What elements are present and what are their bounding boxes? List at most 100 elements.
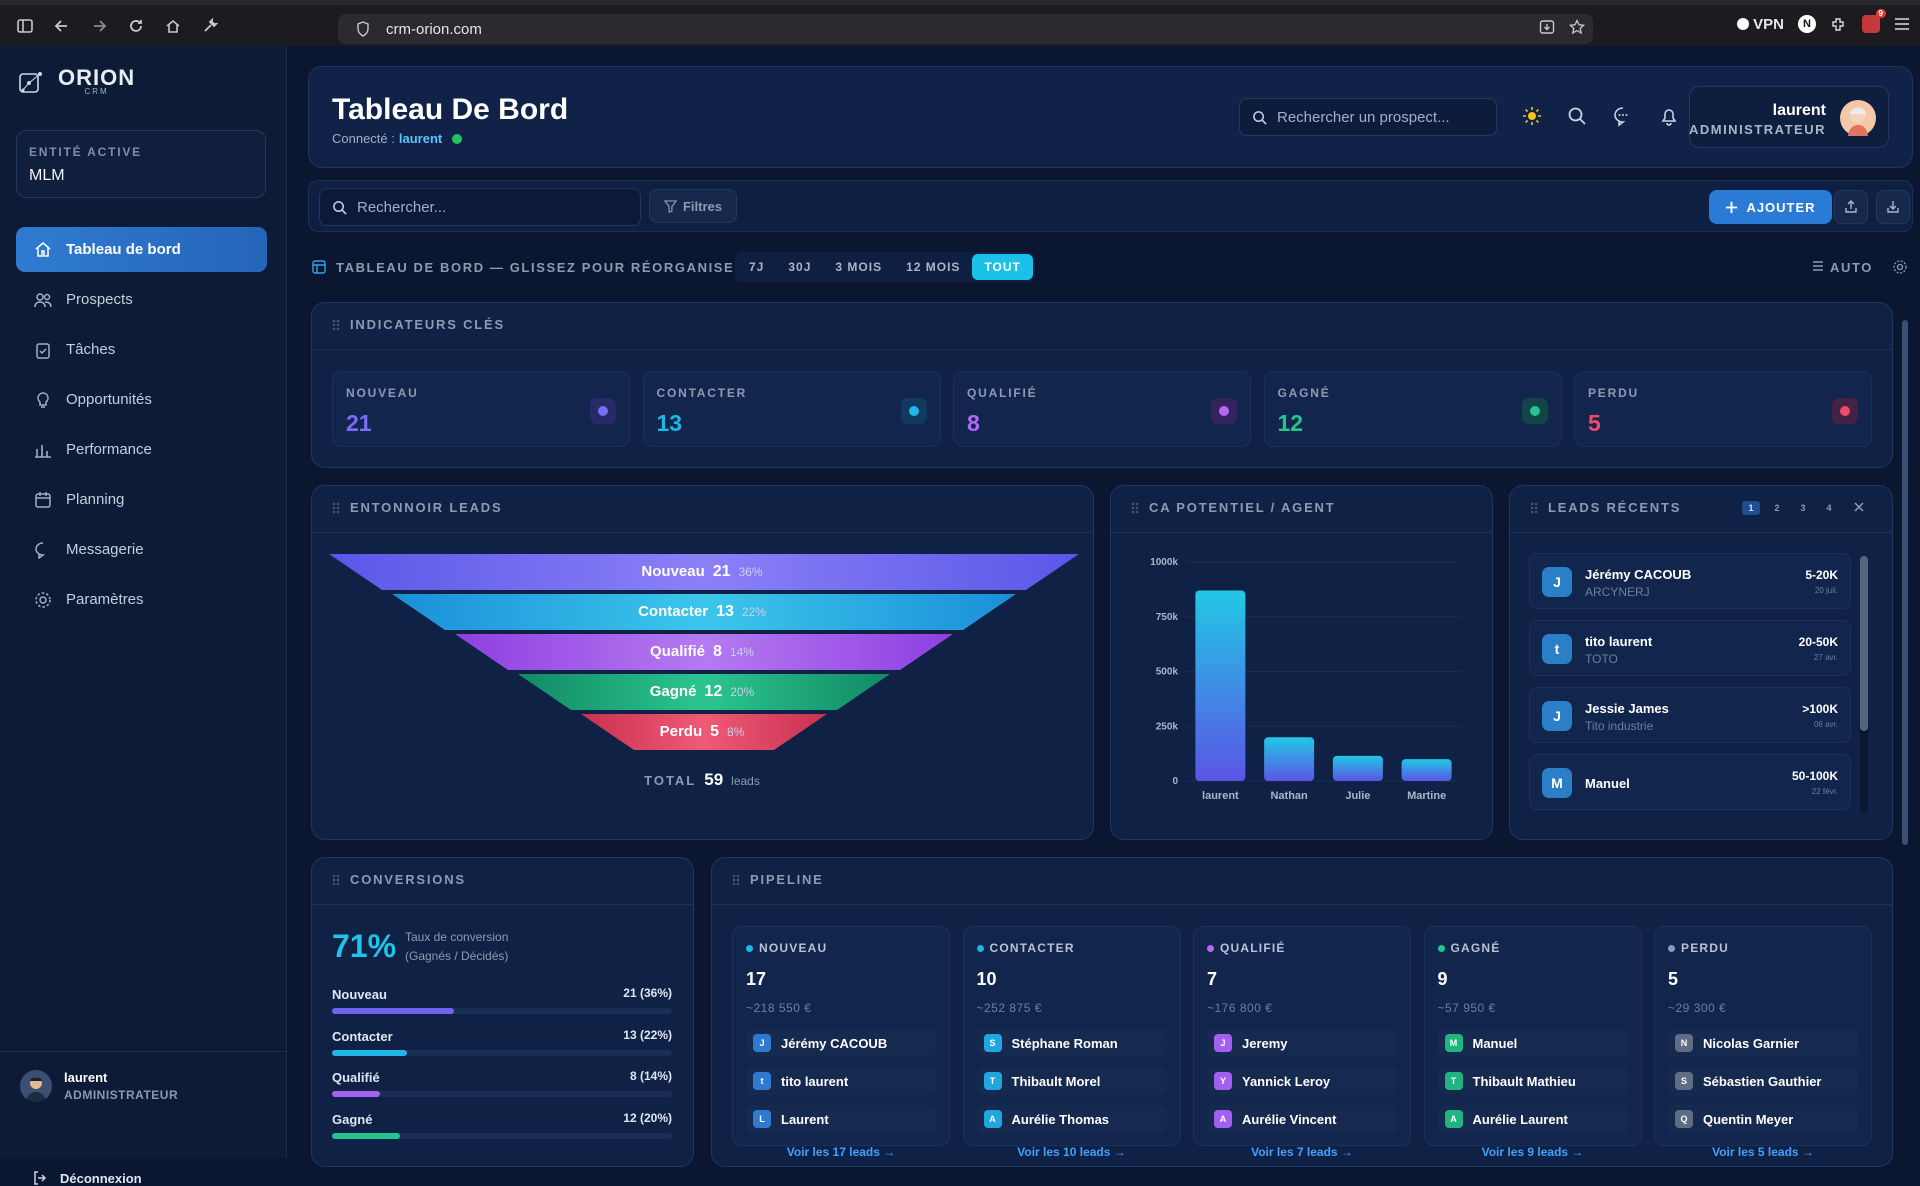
- back-icon[interactable]: [50, 14, 74, 38]
- export-button[interactable]: [1834, 190, 1868, 224]
- sidebar-toggle-icon[interactable]: [13, 14, 37, 38]
- search-input[interactable]: Rechercher...: [319, 188, 641, 226]
- sidebar-item-performance[interactable]: Performance: [16, 427, 267, 472]
- period-tab-7j[interactable]: 7J: [749, 260, 765, 274]
- vpn-badge[interactable]: VPN: [1737, 16, 1784, 33]
- download-button[interactable]: [1876, 190, 1910, 224]
- pipeline-lead-item[interactable]: S Sébastien Gauthier: [1668, 1067, 1858, 1095]
- funnel-stage-contacter[interactable]: [392, 594, 1016, 630]
- pipeline-lead-item[interactable]: Y Yannick Leroy: [1207, 1067, 1397, 1095]
- pipeline-lead-item[interactable]: S Stéphane Roman: [976, 1029, 1167, 1057]
- see-all-leads-link[interactable]: Voir les 17 leads →: [786, 1145, 896, 1159]
- forward-icon[interactable]: [87, 14, 111, 38]
- funnel-stage-perdu[interactable]: [581, 714, 827, 750]
- pipeline-lead-item[interactable]: A Aurélie Thomas: [976, 1105, 1167, 1133]
- wrench-icon[interactable]: [198, 14, 222, 38]
- period-tab-3-mois[interactable]: 3 MOIS: [835, 260, 883, 274]
- sidebar-item-messagerie[interactable]: Messagerie: [16, 527, 267, 572]
- address-bar[interactable]: crm-orion.com: [338, 14, 1593, 44]
- pipeline-lead-item[interactable]: t tito laurent: [746, 1067, 936, 1095]
- kpi-contacter[interactable]: CONTACTER 13: [642, 371, 941, 447]
- drag-handle-icon[interactable]: [1131, 501, 1139, 514]
- see-all-leads-link[interactable]: Voir les 7 leads →: [1251, 1145, 1353, 1159]
- pipeline-lead-item[interactable]: J Jeremy: [1207, 1029, 1397, 1057]
- see-all-leads-link[interactable]: Voir les 10 leads →: [1017, 1145, 1126, 1159]
- funnel-stage-qualifi[interactable]: [455, 634, 953, 670]
- search-icon[interactable]: [1566, 105, 1588, 127]
- bar-martine[interactable]: [1401, 759, 1452, 781]
- logout-button[interactable]: Déconnexion: [32, 1170, 142, 1186]
- lead-name: tito laurent: [1585, 634, 1653, 649]
- home-icon[interactable]: [161, 14, 185, 38]
- add-button[interactable]: AJOUTER: [1709, 190, 1832, 224]
- bell-icon[interactable]: [1658, 105, 1680, 127]
- period-tab-12-mois[interactable]: 12 MOIS: [906, 260, 961, 274]
- pipeline-lead-item[interactable]: J Jérémy CACOUB: [746, 1029, 936, 1057]
- pipeline-lead-item[interactable]: L Laurent: [746, 1105, 936, 1133]
- funnel-stage-gagn[interactable]: [518, 674, 890, 710]
- star-icon[interactable]: [1569, 19, 1585, 35]
- page-3-button[interactable]: 3: [1800, 503, 1806, 513]
- bar-nathan[interactable]: [1264, 737, 1315, 781]
- theme-toggle-icon[interactable]: [1521, 105, 1543, 127]
- reload-icon[interactable]: [124, 14, 148, 38]
- see-all-leads-link[interactable]: Voir les 5 leads →: [1712, 1145, 1814, 1159]
- page-1-button[interactable]: 1: [1742, 501, 1760, 515]
- kpi-perdu[interactable]: PERDU 5: [1574, 371, 1872, 447]
- drag-handle-icon[interactable]: [1530, 501, 1538, 514]
- page-scrollbar[interactable]: [1902, 320, 1908, 845]
- see-all-leads-link[interactable]: Voir les 9 leads →: [1481, 1145, 1584, 1159]
- lead-avatar: S: [1675, 1072, 1693, 1090]
- pipeline-lead-item[interactable]: Q Quentin Meyer: [1668, 1105, 1858, 1133]
- sidebar-item-param-tres[interactable]: Paramètres: [16, 577, 267, 622]
- drag-handle-icon[interactable]: [732, 873, 740, 886]
- page-4-button[interactable]: 4: [1826, 503, 1832, 513]
- bar-julie[interactable]: [1332, 755, 1383, 781]
- recent-lead-item[interactable]: t tito laurent TOTO 20-50K 27 avr.: [1529, 620, 1851, 676]
- sidebar-item-planning[interactable]: Planning: [16, 477, 267, 522]
- scrollbar-thumb[interactable]: [1860, 556, 1868, 731]
- auto-layout-button[interactable]: AUTO: [1812, 260, 1873, 275]
- prospect-search-input[interactable]: Rechercher un prospect...: [1239, 98, 1497, 136]
- period-tab-tout[interactable]: TOUT: [972, 254, 1033, 280]
- page-2-button[interactable]: 2: [1774, 503, 1780, 513]
- lead-date: 20 juil.: [1814, 586, 1838, 595]
- recent-lead-item[interactable]: J Jérémy CACOUB ARCYNERJ 5-20K 20 juil.: [1529, 553, 1851, 609]
- pipeline-lead-item[interactable]: N Nicolas Garnier: [1668, 1029, 1858, 1057]
- drag-handle-icon[interactable]: [332, 501, 340, 514]
- kpi-qualifi[interactable]: QUALIFIÉ 8: [953, 371, 1251, 447]
- install-icon[interactable]: [1539, 19, 1555, 35]
- menu-icon[interactable]: [1894, 17, 1910, 31]
- sidebar-item-opportunit-s[interactable]: Opportunités: [16, 377, 267, 422]
- kpi-card-header: INDICATEURS CLÉS: [332, 317, 505, 332]
- pipeline-lead-item[interactable]: M Manuel: [1437, 1029, 1628, 1057]
- drag-handle-icon[interactable]: [332, 873, 340, 886]
- sidebar-item-prospects[interactable]: Prospects: [16, 277, 267, 322]
- extensions-icon[interactable]: [1830, 15, 1848, 33]
- profile-icon[interactable]: N: [1798, 15, 1816, 33]
- sidebar-item-tableau-de-bord[interactable]: Tableau de bord: [16, 227, 267, 272]
- close-icon[interactable]: [1852, 500, 1866, 514]
- recent-lead-item[interactable]: M Manuel 50-100K 22 févr.: [1529, 754, 1851, 810]
- pipeline-lead-item[interactable]: A Aurélie Laurent: [1437, 1105, 1628, 1133]
- active-entity[interactable]: ENTITÉ ACTIVE MLM: [16, 130, 266, 198]
- kpi-gagn[interactable]: GAGNÉ 12: [1263, 371, 1562, 447]
- gear-icon[interactable]: [1892, 259, 1908, 275]
- bar-laurent[interactable]: [1195, 590, 1246, 781]
- pipeline-lead-item[interactable]: A Aurélie Vincent: [1207, 1105, 1397, 1133]
- recent-lead-item[interactable]: J Jessie James Tito industrie >100K 06 avr.: [1529, 687, 1851, 743]
- notification-extension-icon[interactable]: 9: [1862, 9, 1886, 33]
- chat-icon[interactable]: [1612, 105, 1634, 127]
- brand-logo[interactable]: ORION CRM: [18, 66, 135, 96]
- kpi-nouveau[interactable]: NOUVEAU 21: [332, 371, 630, 447]
- user-menu[interactable]: laurent ADMINISTRATEUR: [1689, 86, 1889, 148]
- filter-button[interactable]: Filtres: [649, 189, 737, 223]
- sidebar-user[interactable]: laurent ADMINISTRATEUR: [20, 1070, 178, 1102]
- scrollbar-track[interactable]: [1860, 556, 1868, 813]
- sidebar-item-t-ches[interactable]: Tâches: [16, 327, 267, 372]
- period-tab-30j[interactable]: 30J: [788, 260, 812, 274]
- pipeline-lead-item[interactable]: T Thibault Mathieu: [1437, 1067, 1628, 1095]
- pipeline-lead-item[interactable]: T Thibault Morel: [976, 1067, 1167, 1095]
- drag-handle-icon[interactable]: [332, 318, 340, 331]
- funnel-stage-nouveau[interactable]: [329, 554, 1079, 590]
